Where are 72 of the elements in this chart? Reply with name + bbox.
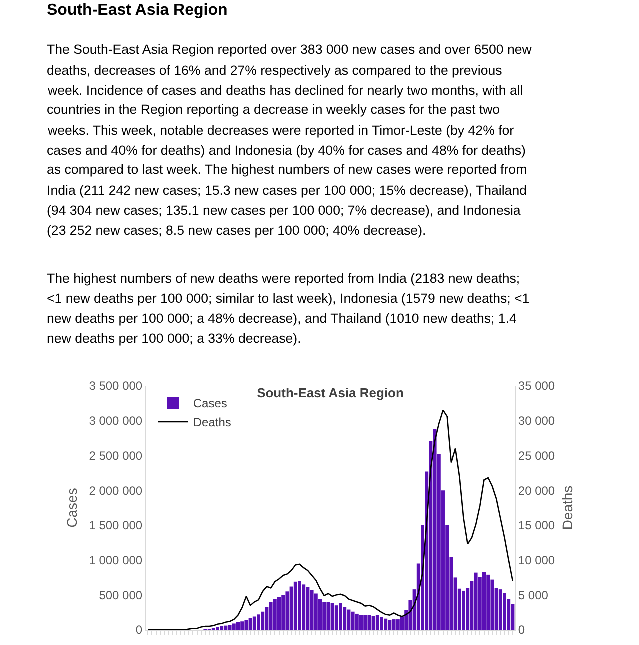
y2-tick-label: 30 000: [518, 414, 556, 428]
bar: [368, 615, 372, 630]
bar: [388, 620, 392, 630]
bar: [339, 604, 342, 630]
bar: [343, 606, 347, 630]
bar: [330, 604, 334, 630]
bar: [486, 574, 490, 630]
bar: [322, 602, 326, 630]
y-tick-label: 2 000 000: [89, 484, 143, 498]
bar: [360, 615, 363, 630]
bar: [298, 581, 302, 630]
y2-tick-label: 25 000: [518, 448, 556, 463]
chart-title: South-East Asia Region: [257, 386, 404, 401]
y2-tick-label: 0: [518, 623, 526, 638]
y-tick-label: 3 000 000: [89, 414, 143, 428]
y-tick-label: 1 500 000: [89, 518, 143, 533]
bar: [351, 612, 355, 630]
bar: [236, 622, 240, 630]
y2-tick-label: 5 000: [518, 588, 549, 602]
bar: [240, 622, 244, 630]
bar: [384, 618, 388, 630]
bar: [372, 616, 376, 630]
bar: [334, 606, 338, 630]
line-series: [147, 410, 514, 630]
bar: [282, 595, 286, 630]
bar: [314, 594, 318, 630]
y-tick-label: 0: [136, 623, 143, 638]
bar: [224, 626, 228, 630]
y-axis-title: Cases: [64, 488, 80, 528]
bar: [216, 627, 220, 630]
bar: [474, 572, 478, 630]
bar: [302, 584, 306, 630]
y-tick-label: 1 000 000: [89, 553, 143, 568]
bar: [220, 626, 224, 630]
y-tick-label: 2 500 000: [89, 448, 143, 463]
y2-tick-label: 35 000: [518, 379, 556, 394]
legend-label: Cases: [193, 396, 228, 411]
text: South-East Asia Region: [47, 2, 228, 19]
bar: [392, 620, 396, 630]
bar: [310, 590, 314, 630]
bar: [355, 614, 359, 630]
bar: [326, 602, 330, 630]
bar: [347, 610, 351, 630]
text: The South-East Asia Region reported over 383 000 new cases and over 6500 new deaths, decreases of 16% and 27% respectively as compared to the previous week. Incidence of cases and deaths has declined for nearly two months, with all countries in the Region reporting a decrease in weekly cases for the past two weeks. This week, notable decreases were reported in Timor-Leste (by 42% for cases and 40% for deaths) and Indonesia (by 40% for cases and 48% for deaths) as compared to last week. The highest numbers of new cases were reported from India (211 242 new cases; 15.3 new cases per 100 000; 15% decrease), Thailand (94 304 new cases; 135.1 new cases per 100 000; 7% decrease), and Indonesia (23 252 new cases; 8.5 new cases per 100 000; 40% decrease).: [47, 42, 532, 238]
y-tick-label: 500 000: [99, 588, 143, 602]
bar: [228, 625, 232, 630]
bar: [482, 572, 486, 630]
bar: [396, 620, 400, 630]
bar: [278, 597, 281, 630]
bar: [376, 615, 380, 630]
y2-axis-title: Deaths: [560, 486, 576, 530]
bar: [294, 582, 298, 630]
y2-tick-label: 10 000: [518, 553, 556, 568]
bar: [248, 618, 252, 630]
bar: [364, 615, 368, 630]
bar: [498, 590, 502, 630]
bar: [273, 599, 277, 630]
legend-label: Deaths: [193, 416, 232, 430]
y2-tick-label: 15 000: [518, 518, 556, 533]
bar: [244, 620, 248, 630]
bar: [306, 587, 310, 630]
text: The highest numbers of new deaths were reported from India (2183 new deaths; <1 new deaths per 100 000; similar to last week), Indonesia (1579 new deaths; <1 new deaths per 100 000; a 48% decrease), and Thailand (1010 new deaths; 1.4 new deaths per 100 000; a 33% decrease).: [47, 271, 530, 346]
bar: [252, 616, 256, 630]
bar: [257, 614, 260, 630]
bar: [433, 429, 437, 630]
bar: [232, 624, 236, 630]
bar: [462, 590, 466, 630]
y-tick-label: 3 500 000: [89, 379, 143, 394]
bar: [269, 602, 273, 630]
y2-tick-label: 20 000: [518, 484, 556, 498]
bar: [380, 617, 384, 630]
bar: [503, 593, 506, 630]
